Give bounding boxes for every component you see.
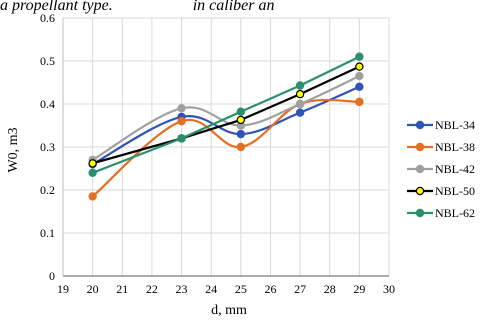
series-line-nbl-50 <box>92 65 360 165</box>
data-point-nbl-62 <box>295 81 305 90</box>
x-tick-label: 27 <box>294 282 306 296</box>
x-tick-label: 23 <box>176 282 188 296</box>
data-point-nbl-38 <box>88 192 97 201</box>
legend-label-nbl-34: NBL-34 <box>435 118 475 132</box>
series-line-nbl-62 <box>92 55 360 174</box>
x-tick-label: 25 <box>235 282 247 296</box>
x-tick-label: 20 <box>87 282 99 296</box>
data-point-nbl-50 <box>295 89 305 99</box>
page-header-text: a propellant type. in caliber an <box>0 0 275 14</box>
data-point-nbl-62 <box>236 107 246 116</box>
data-point-nbl-62 <box>355 52 364 61</box>
legend-marker-nbl-38 <box>415 142 425 152</box>
legend-marker-nbl-62 <box>415 208 425 218</box>
data-point-nbl-34 <box>295 108 305 117</box>
x-tick-label: 24 <box>205 282 217 296</box>
chart-axes: 19 20 21 22 23 24 25 26 27 28 29 30 0 0.1 0.2 0.3 0.4 0.5… <box>40 11 395 296</box>
data-point-nbl-38 <box>355 97 364 107</box>
legend-marker-nbl-50 <box>415 186 425 196</box>
data-point-nbl-38 <box>177 116 186 126</box>
x-tick-label: 30 <box>383 282 395 296</box>
x-tick-label: 21 <box>116 282 128 296</box>
data-point-nbl-42 <box>295 99 305 109</box>
y-axis-label: W0, m3 <box>6 127 21 172</box>
legend-marker-nbl-34 <box>415 120 425 130</box>
y-tick-label: 0.3 <box>40 140 55 154</box>
data-point-nbl-62 <box>177 134 186 143</box>
data-point-nbl-42 <box>355 71 364 81</box>
x-tick-label: 26 <box>264 282 276 296</box>
legend-marker-nbl-42 <box>415 164 425 174</box>
y-tick-label: 0.1 <box>40 226 55 240</box>
legend-label-nbl-50: NBL-50 <box>435 184 475 198</box>
chart-series <box>88 52 364 201</box>
y-tick-label: 0 <box>49 269 55 283</box>
y-tick-label: 0.4 <box>40 97 55 111</box>
data-point-nbl-50 <box>88 159 97 168</box>
legend-label-nbl-42: NBL-42 <box>435 162 475 176</box>
data-point-nbl-50 <box>355 62 364 71</box>
data-point-nbl-42 <box>177 104 186 113</box>
x-tick-label: 29 <box>353 282 365 296</box>
chart-legend: NBL-34 NBL-38 NBL-42 NBL-50 NBL-62 <box>407 118 475 220</box>
y-tick-label: 0.6 <box>40 11 55 25</box>
data-point-nbl-62 <box>88 168 97 177</box>
x-axis-label: d, mm <box>211 303 247 318</box>
data-point-nbl-34 <box>355 82 364 92</box>
x-tick-label: 22 <box>146 282 158 296</box>
data-point-nbl-38 <box>236 142 246 152</box>
data-point-nbl-50 <box>236 115 246 125</box>
x-tick-label: 19 <box>57 282 69 296</box>
y-tick-label: 0.2 <box>40 183 55 197</box>
series-line-nbl-38 <box>91 98 360 198</box>
legend-label-nbl-62: NBL-62 <box>435 206 475 220</box>
data-point-nbl-34 <box>236 129 246 139</box>
x-tick-label: 28 <box>324 282 336 296</box>
y-tick-label: 0.5 <box>40 54 55 68</box>
legend-label-nbl-38: NBL-38 <box>435 140 475 154</box>
